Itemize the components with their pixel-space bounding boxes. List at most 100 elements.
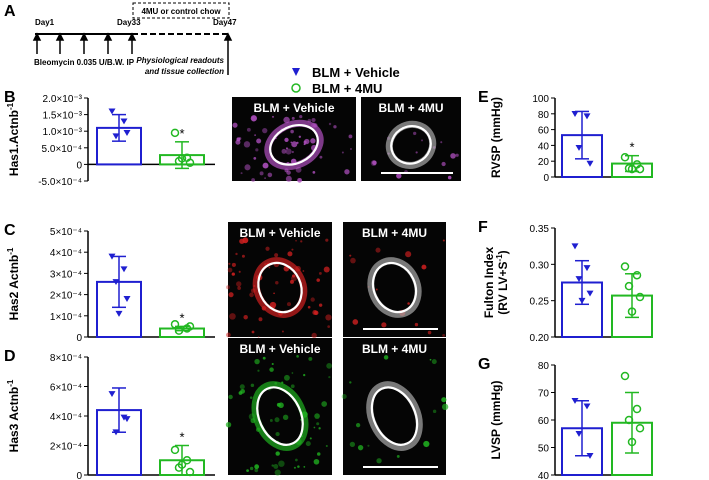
stain-spot xyxy=(303,143,306,146)
vessel-lumen xyxy=(371,261,418,314)
timeline-label: and tissue collection xyxy=(145,67,224,76)
stain-spot xyxy=(284,137,289,143)
stain-spot xyxy=(441,161,446,167)
micrograph-label: BLM + 4MU xyxy=(362,226,427,240)
label-part: Has1.Actnb xyxy=(7,110,21,176)
y-tick-label: 2.0×10⁻³ xyxy=(43,94,83,105)
timeline-label: 4MU or control chow xyxy=(141,7,221,16)
data-point xyxy=(185,158,195,167)
data-point xyxy=(170,320,180,329)
y-tick-label: 0.25 xyxy=(530,297,550,308)
stain-spot xyxy=(241,254,245,258)
stain-spot xyxy=(341,151,344,154)
vessel-lumen xyxy=(370,386,419,446)
stain-spot xyxy=(407,302,410,305)
stain-spot xyxy=(282,414,289,421)
panel-letter: F xyxy=(478,219,488,236)
stain-spot xyxy=(285,175,292,182)
stain-spot xyxy=(269,367,274,372)
stain-spot xyxy=(311,332,317,339)
stain-spot xyxy=(318,271,322,275)
label-part: LVSP (mmHg) xyxy=(489,381,503,460)
stain-spot xyxy=(278,460,285,467)
stain-spot xyxy=(308,356,313,361)
y-tick-label: 70 xyxy=(538,389,550,400)
label-part: RVSP (mmHg) xyxy=(489,97,503,178)
stain-spot xyxy=(376,458,382,464)
error-bar xyxy=(112,255,126,309)
vessel-lumen xyxy=(256,386,304,446)
stain-spot xyxy=(375,247,381,253)
vessel-lumen xyxy=(390,125,432,165)
y-tick-label: 5×10⁻⁴ xyxy=(50,227,82,238)
stain-spot xyxy=(297,177,302,183)
data-point xyxy=(170,445,180,455)
timeline-label: Bleomycin 0.035 U/B.W. IP xyxy=(34,58,135,67)
y-tick-label: 20 xyxy=(538,157,550,168)
stain-spot xyxy=(312,171,316,174)
vessel-wall xyxy=(251,381,309,451)
stain-spot xyxy=(273,464,279,469)
y-tick-label: 2×10⁻⁴ xyxy=(50,291,82,302)
stain-spot xyxy=(284,374,290,381)
stain-spot xyxy=(310,297,315,302)
superscript: -1 xyxy=(6,102,15,110)
stain-spot xyxy=(328,376,331,379)
legend-marker xyxy=(292,68,300,76)
y-axis-label: RVSP (mmHg) xyxy=(489,97,503,178)
stain-spot xyxy=(290,384,295,389)
stain-spot xyxy=(325,444,328,448)
vessel-wall xyxy=(264,119,324,170)
stain-spot xyxy=(313,458,320,465)
stain-spot xyxy=(290,129,294,134)
stain-spot xyxy=(350,257,356,264)
error-bar xyxy=(575,400,589,457)
stain-spot xyxy=(413,131,417,136)
y-tick-label: 1×10⁻⁴ xyxy=(50,312,82,323)
stain-spot xyxy=(243,141,251,148)
label-part: (RV LV+S xyxy=(496,261,510,314)
stain-spot xyxy=(274,469,281,476)
stain-spot xyxy=(414,322,419,327)
data-point xyxy=(123,130,131,137)
stain-spot xyxy=(295,239,297,242)
vessel-lumen xyxy=(257,261,303,314)
data-point xyxy=(624,415,634,425)
stain-spot xyxy=(228,262,231,265)
data-point xyxy=(177,154,187,163)
stain-spot xyxy=(268,266,271,269)
vessel-lumen xyxy=(269,124,319,166)
stain-spot xyxy=(427,330,432,335)
data-point xyxy=(182,456,192,465)
stain-spot xyxy=(300,240,303,243)
stain-spot xyxy=(372,160,377,166)
stain-spot xyxy=(225,422,232,428)
stain-spot xyxy=(314,413,320,419)
data-point xyxy=(635,424,645,433)
data-point xyxy=(108,253,116,260)
stain-spot xyxy=(256,138,262,144)
vessel-wall xyxy=(367,257,422,318)
stain-spot xyxy=(235,252,238,256)
stain-spot xyxy=(239,238,245,244)
data-point xyxy=(112,133,120,140)
stain-spot xyxy=(316,452,321,456)
y-tick-label: 80 xyxy=(538,361,550,372)
y-tick-label: 4×10⁻⁴ xyxy=(50,412,82,423)
y-tick-label: 8×10⁻⁴ xyxy=(50,353,82,364)
data-point xyxy=(571,397,579,404)
error-bar xyxy=(575,259,589,306)
stain-spot xyxy=(264,177,266,179)
stain-spot xyxy=(254,134,256,136)
stain-spot xyxy=(292,274,296,278)
y-axis-label: Has3 Actnb-1 xyxy=(6,379,21,452)
data-point xyxy=(571,243,579,250)
panel-letter: E xyxy=(478,89,489,106)
y-tick-label: 50 xyxy=(538,444,550,455)
stain-spot xyxy=(432,409,437,414)
data-point xyxy=(583,113,591,120)
data-point xyxy=(575,430,583,437)
data-point xyxy=(185,322,195,331)
y-tick-label: 0 xyxy=(543,173,549,184)
stain-spot xyxy=(250,115,257,122)
